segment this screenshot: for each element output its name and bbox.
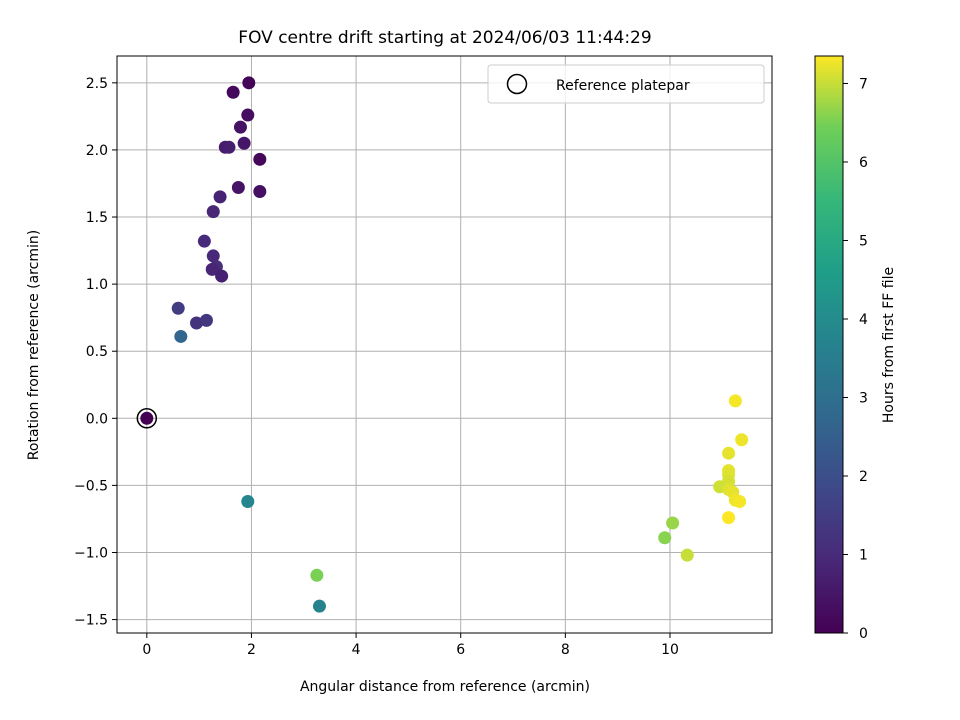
scatter-point [253,185,267,199]
y-tick-label: 1.0 [86,277,108,293]
colorbar-ticks: 0 1 2 3 4 5 6 7 [843,76,868,642]
scatter-point [222,140,236,154]
scatter-point [242,76,256,90]
y-tick-label: 2.0 [86,143,108,159]
scatter-point [215,269,229,283]
legend-reference-marker [506,73,528,95]
y-tick-label: 2.5 [86,76,108,92]
y-axis-label: Rotation from reference (arcmin) [26,230,42,460]
scatter-point [237,136,251,150]
reference-point [140,411,154,425]
x-tick-label: 4 [352,642,361,658]
x-tick-label: 0 [142,642,151,658]
x-axis-ticks: 0 2 4 6 8 10 [142,633,679,658]
x-tick-label: 8 [561,642,570,658]
y-tick-label: 0.5 [86,344,108,360]
legend: Reference platepar [487,64,765,104]
scatter-point [206,205,220,219]
x-axis-label: Angular distance from reference (arcmin) [300,679,590,695]
colorbar-tick-label: 2 [859,469,868,485]
x-tick-label: 6 [456,642,465,658]
scatter-point [310,568,324,582]
y-tick-label: −1.0 [74,545,108,561]
scatter-point [666,516,680,530]
scatter-point [213,190,227,204]
colorbar-tick-label: 7 [859,76,868,92]
scatter-point [733,494,747,508]
scatter-point [735,433,749,447]
scatter-point [722,446,736,460]
scatter-point [197,234,211,248]
chart-title: FOV centre drift starting at 2024/06/03 … [238,28,651,48]
colorbar-tick-label: 0 [859,626,868,642]
y-tick-label: −1.5 [74,613,108,629]
scatter-point [233,120,247,134]
colorbar-tick-label: 3 [859,390,868,406]
plot-frame [116,55,773,634]
colorbar-tick-label: 1 [859,547,868,563]
scatter-point [658,531,672,545]
colorbar-tick-label: 6 [859,155,868,171]
scatter-point [241,494,255,508]
colorbar-tick-label: 4 [859,312,868,328]
y-tick-label: 0.0 [86,411,108,427]
legend-box [487,64,765,104]
colorbar-label: Hours from first FF file [881,267,897,423]
scatter-point [206,249,220,263]
colorbar [814,55,844,634]
y-axis-ticks: −1.5 −1.0 −0.5 0.0 0.5 1.0 1.5 2.0 2.5 [74,76,117,629]
scatter-point [231,181,245,195]
scatter-point [190,316,204,330]
scatter-point [722,511,736,525]
scatter-point [312,599,326,613]
scatter-point [226,85,240,99]
data-points [136,76,749,613]
y-tick-label: 1.5 [86,210,108,226]
scatter-point [205,262,219,276]
x-tick-label: 10 [661,642,679,658]
scatter-point [174,329,188,343]
scatter-point [241,108,255,122]
grid [117,56,772,633]
scatter-point [253,152,267,166]
y-tick-label: −0.5 [74,478,108,494]
colorbar-tick-label: 5 [859,233,868,249]
scatter-point [728,394,742,408]
legend-reference-label: Reference platepar [556,78,690,94]
x-tick-label: 2 [247,642,256,658]
scatter-point [680,548,694,562]
scatter-point [171,301,185,315]
reference-marker [136,408,158,429]
scatter-point [199,313,213,327]
